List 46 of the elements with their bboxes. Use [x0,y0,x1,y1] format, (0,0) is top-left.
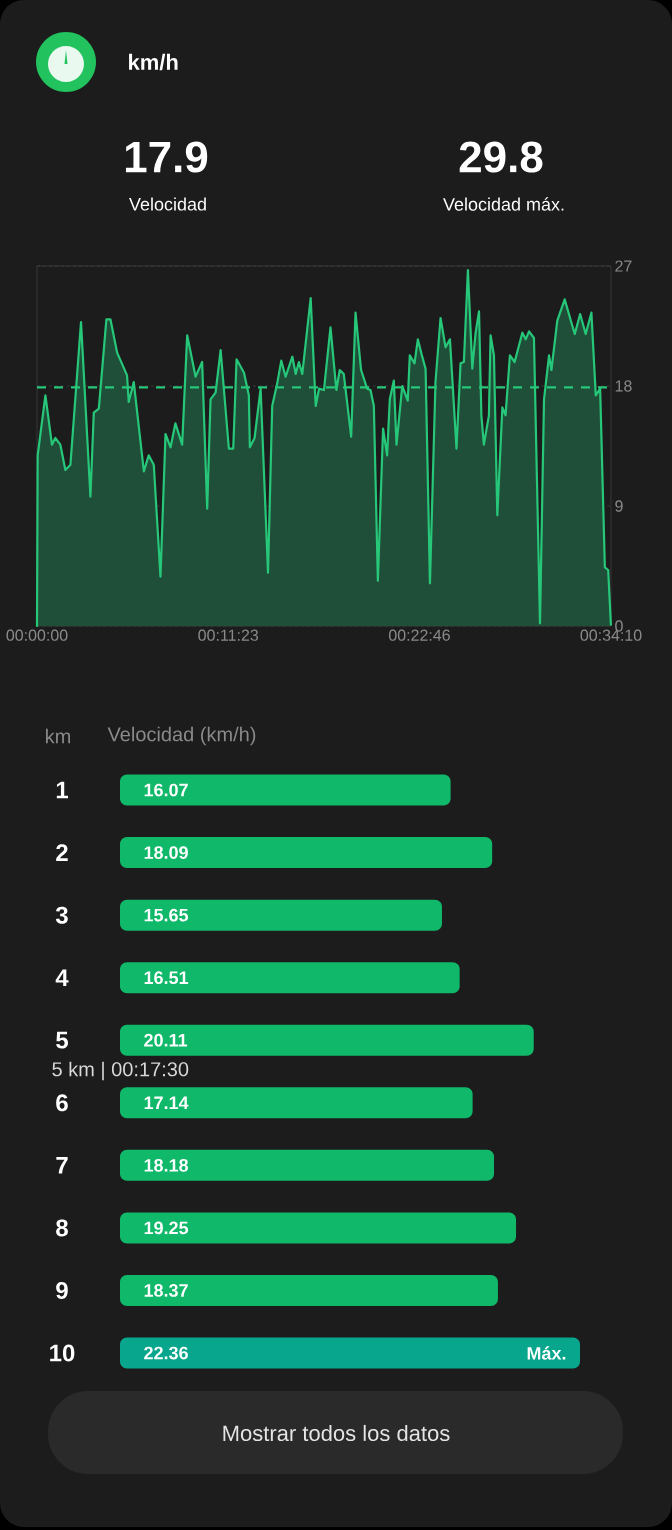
y-tick-label: 18 [615,380,632,392]
x-axis-title: Velocidad (km/h) [107,726,256,746]
text: 17.9 [125,141,208,173]
data-label: 22.36 [144,1346,188,1360]
bar [120,774,451,806]
data-label: 17.14 [144,1096,189,1109]
bar [120,837,493,869]
y-tick-label: 4 [55,969,69,986]
data-label: 18.18 [144,1158,189,1172]
bar [120,1087,473,1119]
x-tick-label: 00:22:46 [388,629,450,641]
y-axis-title: km [46,728,71,744]
bar [120,1337,581,1369]
bar [120,1024,534,1056]
y-tick-label: 5 [56,1031,68,1049]
text: km/h [129,53,178,71]
data-label: 16.07 [144,783,188,797]
y-tick-label: 6 [56,1094,68,1112]
x-tick-label: 00:00:00 [6,629,68,641]
annotation: Máx. [527,1346,566,1360]
bar [120,1149,495,1181]
y-tick-label: 9 [56,1281,68,1299]
bar [120,962,460,994]
y-tick-label: 7 [56,1157,68,1174]
x-tick-label: 00:11:23 [198,629,259,641]
y-tick-label: 3 [55,906,68,924]
text: 29.8 [459,141,543,173]
bar [120,1274,498,1306]
annotation: 5 km | 00:17:30 [52,1061,189,1081]
y-tick-label: 10 [50,1344,75,1362]
data-label: 19.25 [144,1221,189,1235]
text: Velocidad [129,197,206,211]
data-label: 16.51 [144,971,189,985]
bar [120,1212,517,1244]
data-label: 15.65 [144,908,189,922]
text: Velocidad máx. [443,197,564,211]
bar [120,899,442,931]
y-tick-label: 1 [56,781,68,799]
y-tick-label: 27 [615,260,632,272]
y-tick-label: 2 [56,844,68,861]
y-tick-label: 8 [56,1219,68,1237]
text: Mostrar todos los datos [223,1424,450,1442]
data-label: 18.09 [144,846,188,859]
data-label: 20.11 [144,1033,188,1047]
data-label: 18.37 [144,1284,188,1297]
y-tick-label: 9 [615,500,623,512]
